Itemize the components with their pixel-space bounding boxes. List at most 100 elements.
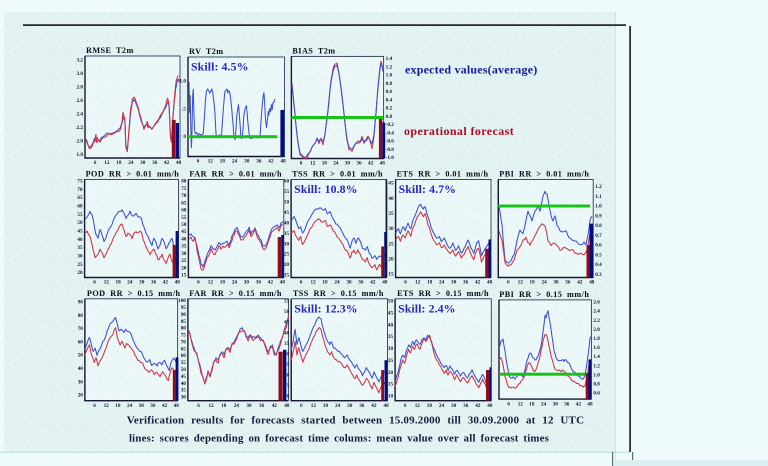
svg-text:30: 30	[244, 159, 250, 165]
svg-text:45: 45	[388, 181, 394, 187]
svg-text:24: 24	[128, 160, 134, 166]
svg-text:40: 40	[284, 220, 290, 226]
svg-text:-0.4: -0.4	[386, 130, 395, 136]
svg-text:1.8: 1.8	[593, 336, 600, 342]
svg-text:6: 6	[93, 403, 96, 409]
svg-text:30: 30	[140, 160, 146, 166]
svg-text:30: 30	[346, 280, 352, 286]
svg-text:36: 36	[463, 403, 469, 409]
svg-text:35: 35	[284, 341, 290, 347]
svg-text:95: 95	[181, 305, 187, 311]
svg-text:0.7: 0.7	[595, 233, 602, 239]
svg-text:6: 6	[507, 280, 510, 286]
svg-text:48: 48	[384, 403, 390, 409]
svg-text:0.4: 0.4	[595, 262, 602, 268]
svg-text:Skill: 2.4%: Skill: 2.4%	[398, 301, 455, 315]
svg-text:6: 6	[300, 280, 303, 286]
svg-text:6: 6	[93, 280, 96, 286]
svg-text:6: 6	[94, 160, 97, 166]
svg-text:24: 24	[335, 403, 341, 409]
svg-text:0: 0	[183, 134, 186, 140]
svg-text:60: 60	[181, 208, 187, 214]
svg-text:48: 48	[174, 403, 180, 409]
svg-text:2.6: 2.6	[593, 300, 600, 306]
svg-text:Skill: 10.8%: Skill: 10.8%	[294, 182, 357, 196]
svg-text:25: 25	[284, 362, 290, 368]
svg-text:20: 20	[181, 265, 187, 271]
svg-text:ETS RR > 0.01 mm/h: ETS RR > 0.01 mm/h	[397, 170, 489, 179]
svg-text:2.2: 2.2	[77, 125, 84, 131]
svg-text:40: 40	[388, 322, 394, 328]
svg-text:1.2: 1.2	[595, 184, 602, 190]
svg-text:18: 18	[322, 161, 328, 167]
svg-text:1.0: 1.0	[386, 73, 393, 79]
svg-text:12: 12	[311, 403, 317, 409]
svg-text:18: 18	[530, 280, 536, 286]
svg-text:45: 45	[284, 320, 290, 326]
svg-text:6: 6	[197, 280, 200, 286]
svg-text:24: 24	[232, 280, 238, 286]
svg-text:18: 18	[322, 280, 328, 286]
svg-text:35: 35	[181, 388, 187, 394]
svg-text:50: 50	[284, 309, 290, 315]
svg-text:30: 30	[139, 403, 145, 409]
svg-text:2.0: 2.0	[77, 139, 84, 145]
svg-text:48: 48	[589, 280, 595, 286]
svg-text:6: 6	[300, 403, 303, 409]
svg-text:36: 36	[256, 280, 262, 286]
svg-text:30: 30	[181, 395, 187, 401]
svg-text:36: 36	[565, 280, 571, 286]
svg-text:48: 48	[284, 403, 290, 409]
svg-text:1.8: 1.8	[77, 152, 84, 158]
svg-text:20: 20	[388, 370, 394, 376]
svg-text:6: 6	[300, 161, 303, 167]
svg-text:30: 30	[284, 241, 290, 247]
svg-text:42: 42	[268, 159, 274, 165]
svg-text:PBI RR > 0.15 mm/h: PBI RR > 0.15 mm/h	[499, 290, 589, 299]
svg-text:30: 30	[388, 346, 394, 352]
svg-text:30: 30	[78, 379, 84, 385]
svg-text:FAR RR > 0.01 mm/h: FAR RR > 0.01 mm/h	[189, 170, 282, 179]
svg-text:POD RR > 0.01 mm/h: POD RR > 0.01 mm/h	[86, 170, 180, 179]
svg-text:42: 42	[475, 280, 481, 286]
svg-text:85: 85	[181, 319, 187, 325]
svg-text:48: 48	[382, 280, 388, 286]
svg-text:12: 12	[310, 161, 316, 167]
svg-text:30: 30	[244, 280, 250, 286]
svg-text:-0.6: -0.6	[386, 139, 395, 145]
svg-text:PBI RR > 0.01 mm/h: PBI RR > 0.01 mm/h	[499, 170, 589, 179]
svg-text:6: 6	[197, 403, 200, 409]
svg-text:POD RR > 0.15 mm/h: POD RR > 0.15 mm/h	[87, 289, 181, 298]
svg-text:48: 48	[587, 401, 593, 407]
svg-text:36: 36	[359, 403, 365, 409]
svg-text:2.8: 2.8	[77, 85, 84, 91]
svg-text:20: 20	[284, 262, 290, 268]
svg-text:12: 12	[208, 280, 214, 286]
svg-text:30: 30	[451, 403, 457, 409]
svg-text:operational forecast: operational forecast	[404, 124, 514, 138]
svg-text:24: 24	[541, 401, 547, 407]
svg-text:75: 75	[181, 186, 187, 192]
svg-text:-0.8: -0.8	[386, 147, 395, 153]
svg-text:35: 35	[77, 245, 83, 251]
svg-text:FAR RR > 0.15 mm/h: FAR RR > 0.15 mm/h	[189, 289, 282, 298]
svg-text:70: 70	[77, 187, 83, 193]
svg-text:60: 60	[77, 204, 83, 210]
svg-text:20: 20	[284, 373, 290, 379]
svg-text:25: 25	[284, 252, 290, 258]
svg-text:10: 10	[388, 394, 394, 400]
svg-text:1.0: 1.0	[180, 79, 187, 85]
svg-text:36: 36	[150, 403, 156, 409]
svg-text:36: 36	[356, 161, 362, 167]
svg-text:RV T2m: RV T2m	[189, 47, 224, 56]
svg-text:18: 18	[115, 403, 121, 409]
svg-text:50: 50	[77, 220, 83, 226]
svg-text:24: 24	[232, 159, 238, 165]
svg-text:-0.2: -0.2	[386, 122, 395, 128]
svg-text:24: 24	[439, 280, 445, 286]
svg-text:40: 40	[284, 330, 290, 336]
svg-text:0.6: 0.6	[593, 391, 600, 397]
svg-text:RMSE T2m: RMSE T2m	[86, 46, 134, 55]
svg-text:42: 42	[162, 403, 168, 409]
svg-text:18: 18	[116, 280, 122, 286]
